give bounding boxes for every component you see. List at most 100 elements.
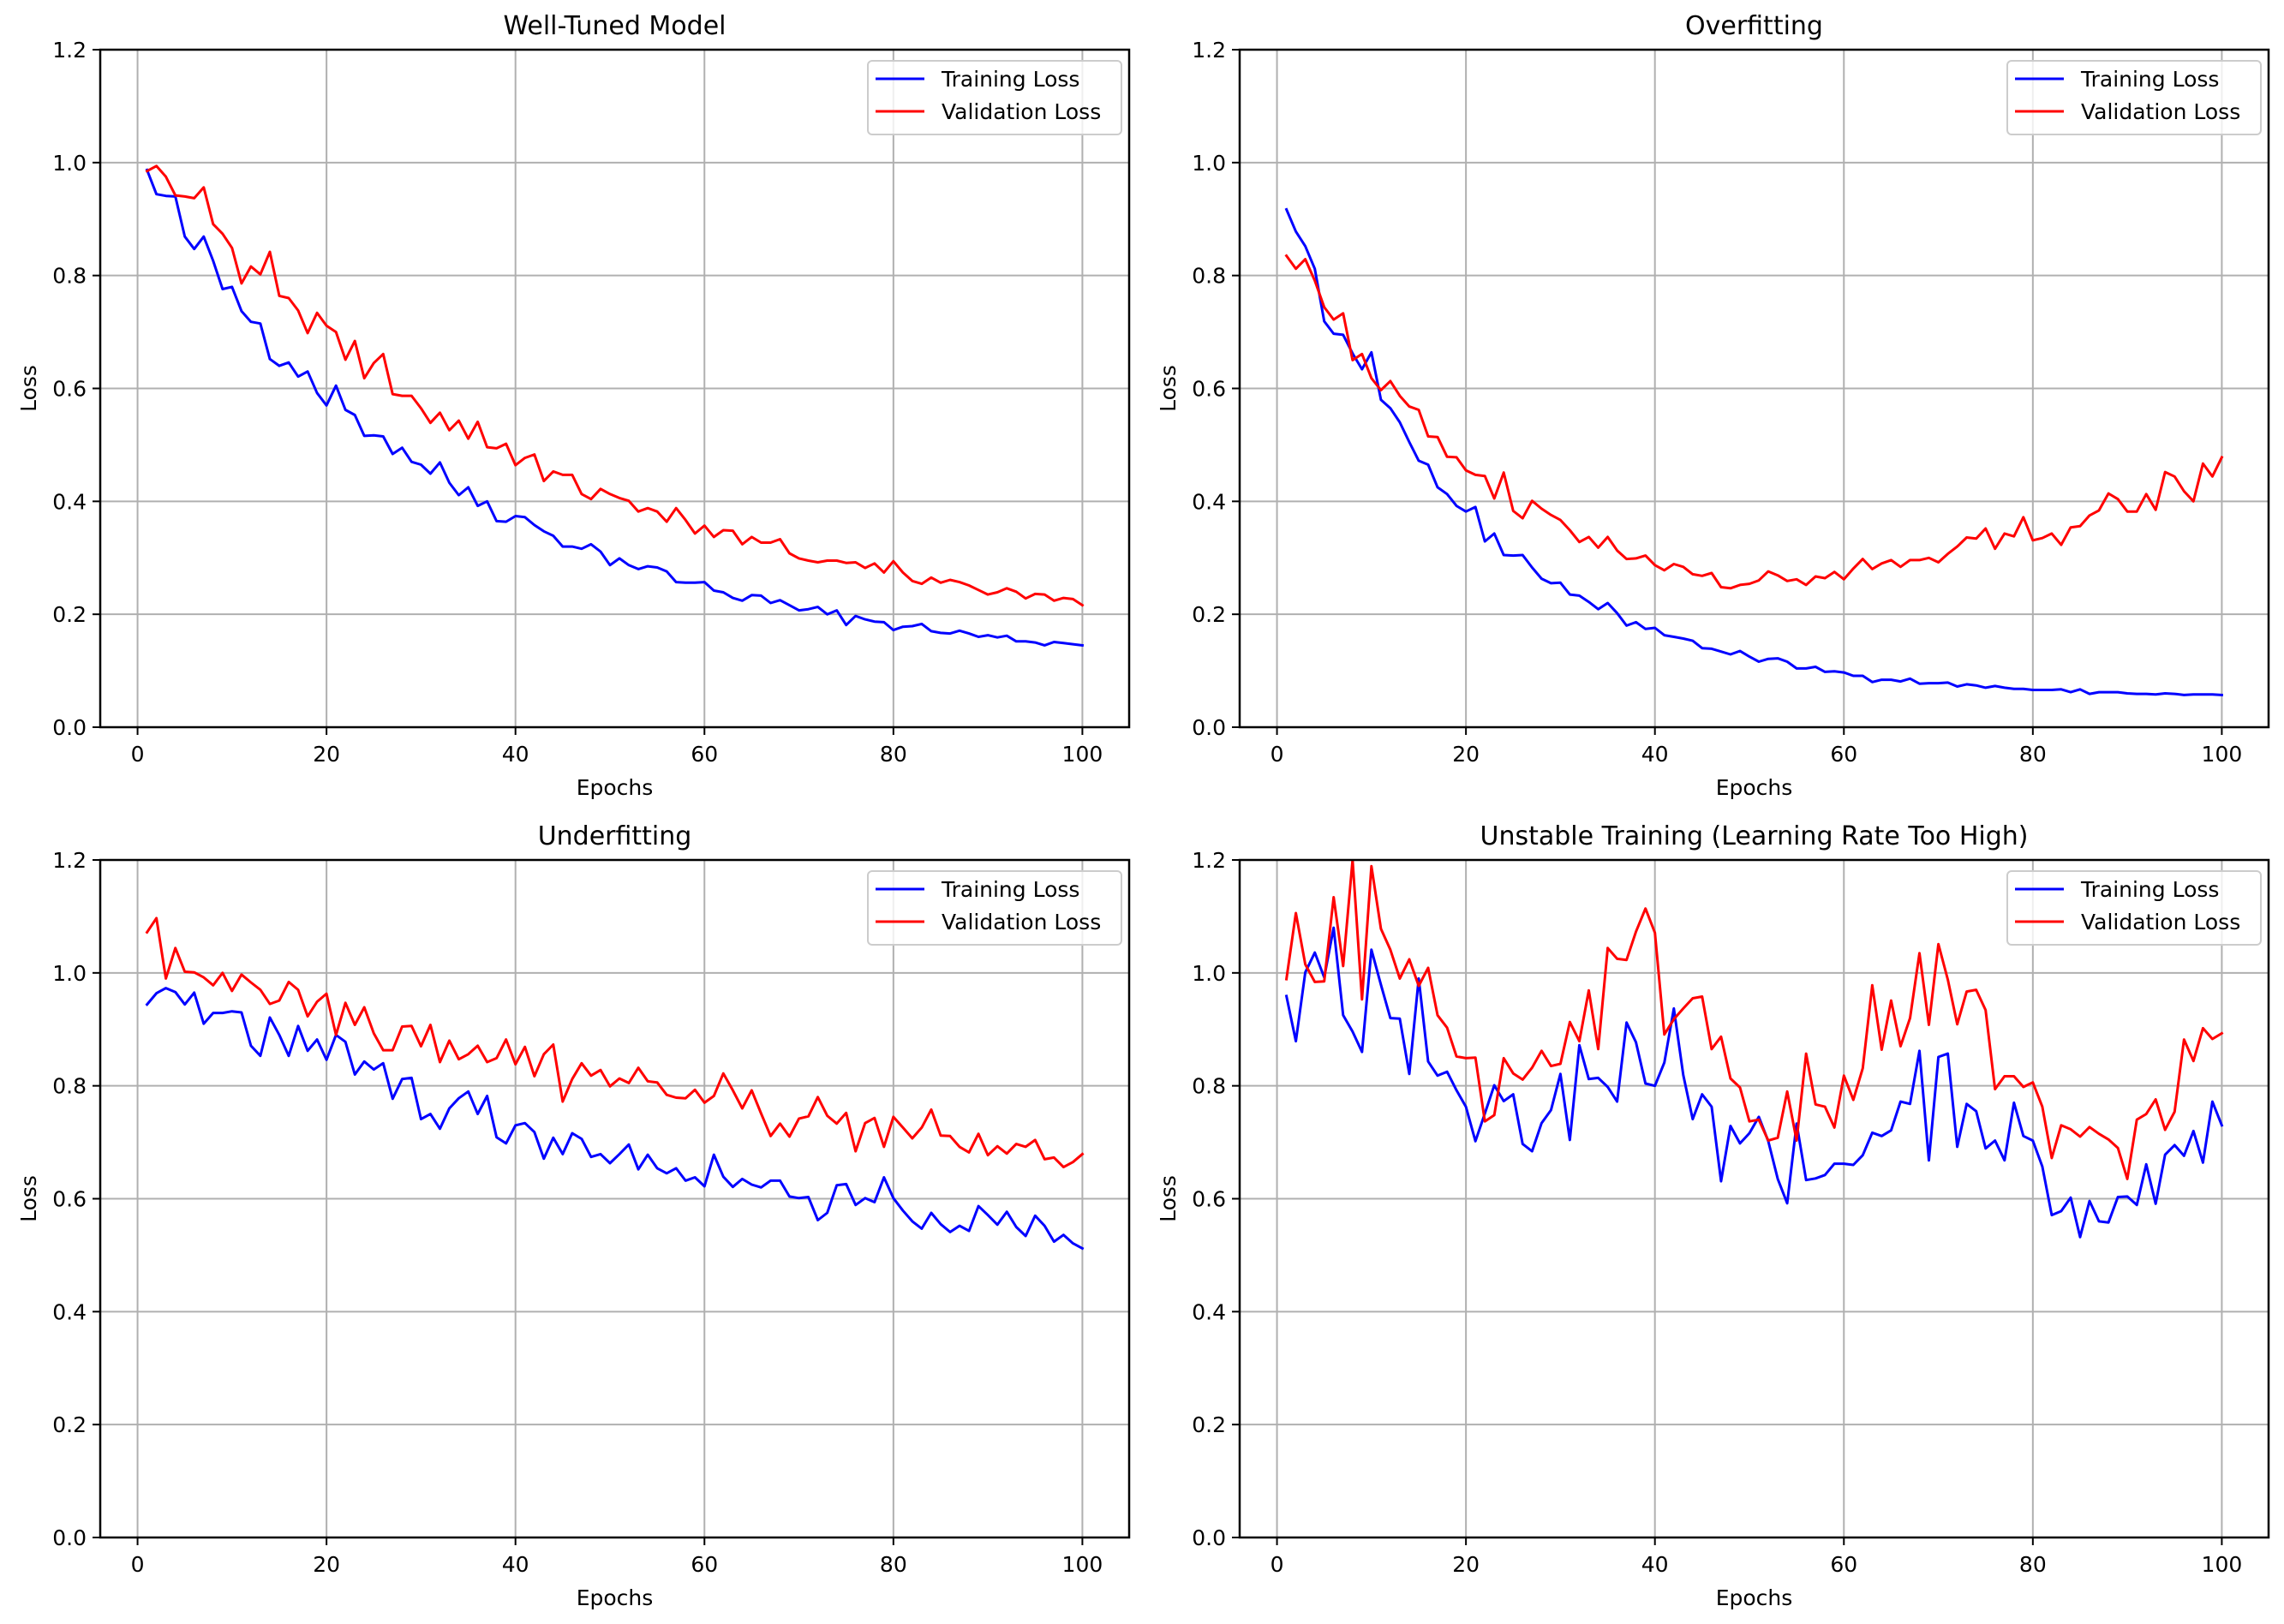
subplot-well-tuned-model: 0 20 40 60 80 100 0.0 0.2 0.4 0.6 0.8 1.0 1.2 Well-T… — [16, 11, 1131, 800]
legend-box — [2006, 870, 2262, 946]
y-axis-label: Loss — [1156, 365, 1181, 412]
y-tick-label: 0.4 — [1192, 489, 1226, 514]
series-layer — [1284, 860, 2224, 1239]
x-tick-label: 80 — [2019, 742, 2047, 767]
x-tick-label: 60 — [1830, 742, 1857, 767]
y-tick-label: 1.0 — [52, 151, 87, 176]
y-tick-label: 1.2 — [52, 848, 87, 873]
y-tick-label: 0.4 — [1192, 1299, 1226, 1324]
legend-label-validation-loss: Validation Loss — [2081, 99, 2240, 124]
y-tick-label: 1.0 — [1192, 151, 1226, 176]
x-tick-label: 20 — [1452, 742, 1480, 767]
legend: Training Loss Validation Loss — [867, 60, 1122, 135]
y-tick-label: 0.6 — [52, 377, 87, 402]
x-axis-label: Epochs — [1716, 1585, 1793, 1610]
subplot-overfitting: 0 20 40 60 80 100 0.0 0.2 0.4 0.6 0.8 1.0 1.2 Overfi… — [1156, 11, 2270, 800]
series-layer — [145, 916, 1085, 1251]
series-line-validation-loss — [145, 164, 1085, 607]
x-tick-label: 100 — [2202, 742, 2243, 767]
x-tick-label: 60 — [691, 742, 718, 767]
y-tick-label: 1.0 — [1192, 961, 1226, 986]
x-tick-label: 0 — [131, 1552, 145, 1577]
chart-title: Unstable Training (Learning Rate Too Hig… — [1480, 821, 2029, 851]
series-line-validation-loss — [145, 916, 1085, 1169]
x-tick-label: 80 — [880, 742, 907, 767]
series-line-training-loss — [1284, 926, 2224, 1239]
y-tick-label: 0.8 — [52, 1074, 87, 1099]
x-tick-label: 0 — [131, 742, 145, 767]
legend-box — [867, 60, 1122, 135]
y-tick-label: 0.8 — [1192, 264, 1226, 289]
legend-label-validation-loss: Validation Loss — [942, 99, 1101, 124]
legend-label-training-loss: Training Loss — [941, 67, 1079, 92]
x-tick-label: 40 — [1641, 742, 1669, 767]
y-tick-label: 0.4 — [52, 489, 87, 514]
y-tick-label: 0.2 — [1192, 1412, 1226, 1437]
ticks: 0 20 40 60 80 100 0.0 0.2 0.4 0.6 0.8 1.0 1.2 — [1192, 848, 2242, 1577]
series-layer — [145, 164, 1085, 648]
legend: Training Loss Validation Loss — [867, 870, 1122, 946]
y-tick-label: 0.8 — [1192, 1074, 1226, 1099]
y-tick-label: 1.0 — [52, 961, 87, 986]
series-line-training-loss — [145, 168, 1085, 648]
y-tick-label: 1.2 — [1192, 848, 1226, 873]
y-tick-label: 0.8 — [52, 264, 87, 289]
chart-title: Well-Tuned Model — [503, 11, 726, 41]
x-tick-label: 100 — [2202, 1552, 2243, 1577]
x-tick-label: 40 — [1641, 1552, 1669, 1577]
y-tick-label: 0.6 — [1192, 377, 1226, 402]
x-tick-label: 20 — [313, 742, 340, 767]
y-tick-label: 1.2 — [52, 38, 87, 63]
ticks: 0 20 40 60 80 100 0.0 0.2 0.4 0.6 0.8 1.0 1.2 — [1192, 38, 2242, 767]
legend-label-training-loss: Training Loss — [2080, 67, 2219, 92]
x-tick-label: 20 — [1452, 1552, 1480, 1577]
x-tick-label: 100 — [1062, 1552, 1103, 1577]
legend-box — [867, 870, 1122, 946]
y-tick-label: 0.6 — [1192, 1187, 1226, 1212]
legend-box — [2006, 60, 2262, 135]
x-tick-label: 60 — [1830, 1552, 1857, 1577]
series-layer — [1284, 207, 2224, 696]
y-tick-label: 0.0 — [1192, 1525, 1226, 1550]
y-tick-label: 0.4 — [52, 1299, 87, 1324]
x-tick-label: 100 — [1062, 742, 1103, 767]
x-tick-label: 60 — [691, 1552, 718, 1577]
x-tick-label: 80 — [880, 1552, 907, 1577]
legend: Training Loss Validation Loss — [2006, 870, 2262, 946]
y-axis-label: Loss — [16, 365, 41, 412]
y-tick-label: 0.0 — [1192, 715, 1226, 740]
series-line-validation-loss — [1284, 860, 2224, 1180]
series-line-validation-loss — [1284, 254, 2224, 590]
x-tick-label: 40 — [502, 1552, 529, 1577]
y-tick-label: 0.6 — [52, 1187, 87, 1212]
y-axis-label: Loss — [16, 1175, 41, 1222]
x-axis-label: Epochs — [577, 775, 654, 800]
chart-title: Overfitting — [1685, 11, 1823, 41]
y-tick-label: 0.2 — [1192, 602, 1226, 627]
y-tick-label: 1.2 — [1192, 38, 1226, 63]
x-tick-label: 80 — [2019, 1552, 2047, 1577]
legend-label-training-loss: Training Loss — [2080, 877, 2219, 902]
legend-label-training-loss: Training Loss — [941, 877, 1079, 902]
ticks: 0 20 40 60 80 100 0.0 0.2 0.4 0.6 0.8 1.0 1.2 — [52, 848, 1103, 1577]
series-line-training-loss — [145, 987, 1085, 1251]
y-tick-label: 0.0 — [52, 715, 87, 740]
x-tick-label: 0 — [1271, 1552, 1284, 1577]
ticks: 0 20 40 60 80 100 0.0 0.2 0.4 0.6 0.8 1.0 1.2 — [52, 38, 1103, 767]
x-tick-label: 20 — [313, 1552, 340, 1577]
y-tick-label: 0.2 — [52, 1412, 87, 1437]
x-axis-label: Epochs — [1716, 775, 1793, 800]
x-tick-label: 0 — [1271, 742, 1284, 767]
subplot-underfitting: 0 20 40 60 80 100 0.0 0.2 0.4 0.6 0.8 1.0 1.2 Underf… — [16, 821, 1131, 1610]
y-tick-label: 0.0 — [52, 1525, 87, 1550]
y-tick-label: 0.2 — [52, 602, 87, 627]
x-tick-label: 40 — [502, 742, 529, 767]
legend: Training Loss Validation Loss — [2006, 60, 2262, 135]
legend-label-validation-loss: Validation Loss — [2081, 910, 2240, 934]
y-axis-label: Loss — [1156, 1175, 1181, 1222]
x-axis-label: Epochs — [577, 1585, 654, 1610]
legend-label-validation-loss: Validation Loss — [942, 910, 1101, 934]
series-line-training-loss — [1284, 207, 2223, 696]
